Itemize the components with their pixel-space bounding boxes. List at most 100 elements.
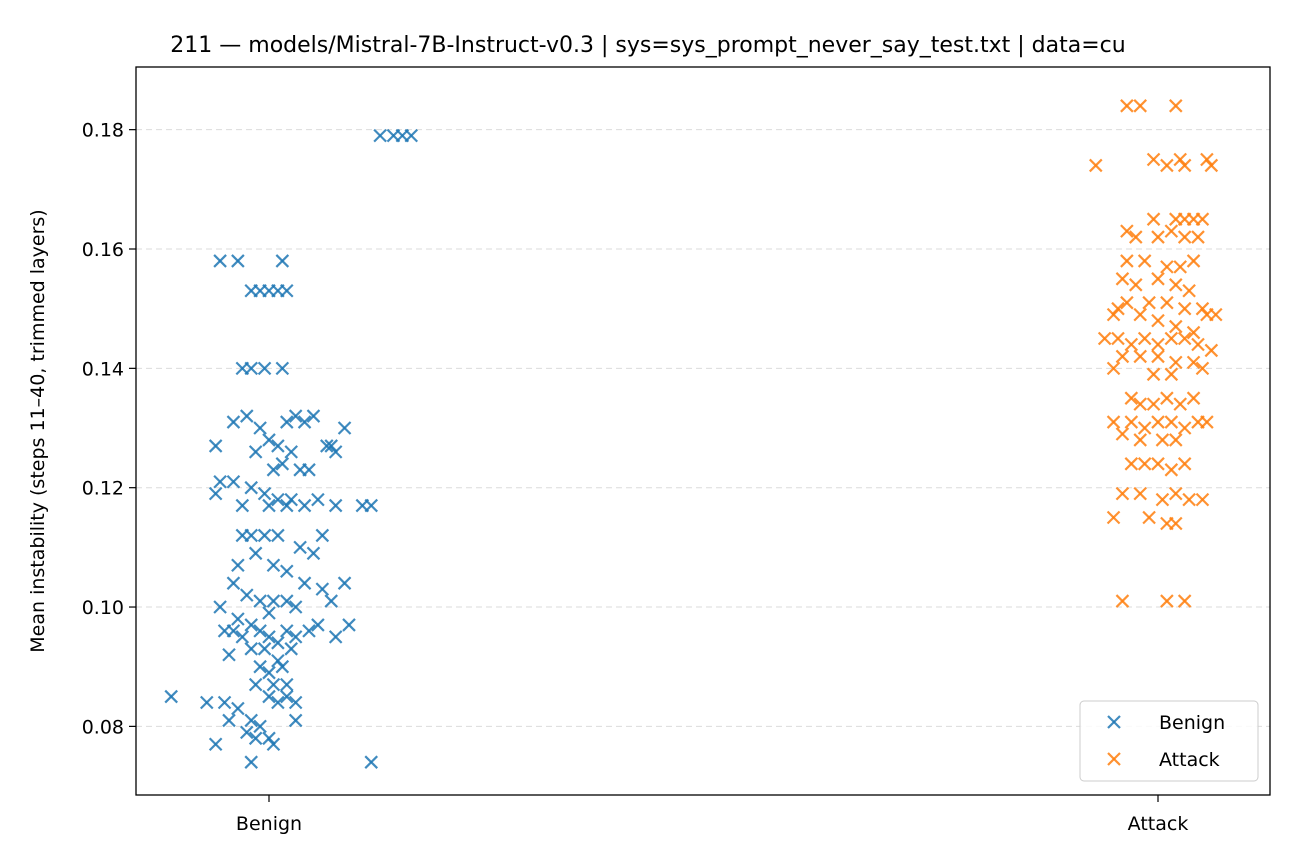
data-point-benign bbox=[280, 498, 294, 513]
x-tick-label: Attack bbox=[1128, 813, 1189, 835]
data-point-benign bbox=[253, 624, 267, 638]
data-point-benign bbox=[280, 594, 294, 608]
data-point-benign bbox=[302, 624, 316, 638]
data-point-attack bbox=[1151, 313, 1165, 328]
data-point-benign bbox=[280, 564, 294, 579]
data-point-benign bbox=[248, 445, 263, 459]
data-point-benign bbox=[266, 677, 281, 692]
data-point-benign bbox=[231, 254, 245, 268]
data-point-attack bbox=[1177, 594, 1192, 608]
y-tick-label: 0.12 bbox=[82, 478, 124, 500]
data-point-benign bbox=[364, 755, 379, 769]
data-point-attack bbox=[1160, 260, 1174, 274]
data-point-benign bbox=[253, 594, 267, 608]
data-point-benign bbox=[222, 713, 236, 728]
data-point-attack bbox=[1160, 391, 1174, 405]
data-point-attack bbox=[1195, 361, 1210, 376]
data-point-benign bbox=[297, 576, 312, 590]
data-point-attack bbox=[1195, 492, 1210, 507]
data-point-attack bbox=[1128, 230, 1143, 244]
data-point-attack bbox=[1186, 325, 1201, 340]
data-point-attack bbox=[1177, 331, 1192, 346]
data-point-benign bbox=[257, 642, 272, 656]
data-point-attack bbox=[1137, 254, 1152, 268]
data-point-benign bbox=[244, 480, 258, 495]
data-point-benign bbox=[275, 457, 290, 471]
data-point-benign bbox=[271, 636, 285, 650]
data-point-benign bbox=[280, 677, 294, 692]
data-point-benign bbox=[271, 439, 285, 453]
data-point-benign bbox=[262, 498, 276, 513]
data-point-benign bbox=[280, 624, 294, 638]
data-point-attack bbox=[1106, 361, 1121, 376]
data-point-attack bbox=[1177, 421, 1192, 435]
data-point-benign bbox=[266, 594, 281, 608]
data-point-benign bbox=[262, 606, 276, 620]
chart-title: 211 — models/Mistral-7B-Instruct-v0.3 | … bbox=[170, 33, 1125, 58]
data-point-attack bbox=[1164, 331, 1179, 346]
data-point-benign bbox=[271, 695, 285, 710]
data-point-attack bbox=[1115, 486, 1130, 501]
data-point-attack bbox=[1146, 367, 1161, 382]
data-point-benign bbox=[164, 689, 178, 704]
data-point-benign bbox=[280, 283, 294, 298]
data-point-benign bbox=[275, 254, 290, 268]
data-point-benign bbox=[226, 415, 241, 429]
data-point-benign bbox=[288, 630, 303, 644]
data-point-benign bbox=[231, 612, 245, 626]
data-point-benign bbox=[404, 128, 419, 143]
data-point-attack bbox=[1160, 295, 1174, 310]
data-point-attack bbox=[1120, 224, 1134, 238]
data-point-benign bbox=[364, 498, 379, 513]
data-point-attack bbox=[1186, 254, 1201, 268]
data-point-benign bbox=[320, 439, 334, 453]
data-point-benign bbox=[231, 558, 245, 573]
data-point-attack bbox=[1124, 391, 1139, 405]
data-point-attack bbox=[1173, 152, 1188, 167]
data-point-benign bbox=[328, 630, 343, 644]
data-point-benign bbox=[213, 474, 227, 489]
data-point-benign bbox=[275, 659, 290, 674]
data-point-attack bbox=[1164, 463, 1179, 477]
data-point-attack bbox=[1164, 415, 1179, 429]
data-point-benign bbox=[239, 588, 254, 602]
data-point-benign bbox=[217, 695, 232, 710]
y-tick-label: 0.18 bbox=[82, 120, 124, 142]
data-point-attack bbox=[1111, 331, 1125, 346]
data-point-attack bbox=[1169, 433, 1183, 447]
data-point-attack bbox=[1133, 349, 1147, 364]
data-point-attack bbox=[1169, 355, 1183, 370]
data-point-attack bbox=[1151, 415, 1165, 429]
data-point-benign bbox=[284, 445, 299, 459]
data-point-benign bbox=[213, 254, 227, 268]
data-point-attack bbox=[1195, 212, 1210, 226]
data-point-benign bbox=[275, 361, 290, 376]
y-tick-label: 0.10 bbox=[82, 597, 124, 619]
data-point-attack bbox=[1164, 224, 1179, 238]
data-point-attack bbox=[1137, 457, 1152, 471]
data-point-benign bbox=[280, 689, 294, 704]
y-tick-label: 0.08 bbox=[82, 716, 124, 738]
data-point-attack bbox=[1115, 349, 1130, 364]
data-point-benign bbox=[244, 361, 258, 376]
data-point-attack bbox=[1106, 510, 1121, 525]
data-point-benign bbox=[315, 582, 330, 596]
data-point-benign bbox=[297, 498, 312, 513]
data-point-benign bbox=[199, 695, 214, 710]
data-point-attack bbox=[1115, 272, 1130, 286]
data-point-benign bbox=[266, 463, 281, 477]
data-point-benign bbox=[244, 642, 258, 656]
data-point-attack bbox=[1151, 337, 1165, 352]
data-point-benign bbox=[288, 600, 303, 614]
data-point-benign bbox=[248, 546, 263, 561]
x-axis-ticks: Benign Attack bbox=[236, 795, 1188, 835]
data-point-attack bbox=[1106, 307, 1121, 322]
data-point-benign bbox=[328, 445, 343, 459]
data-point-benign bbox=[288, 695, 303, 710]
data-point-benign bbox=[226, 576, 241, 590]
data-point-attack bbox=[1133, 486, 1147, 501]
data-point-attack bbox=[1182, 283, 1196, 298]
data-point-benign bbox=[257, 361, 272, 376]
legend-label-attack: Attack bbox=[1159, 749, 1220, 771]
y-tick-label: 0.16 bbox=[82, 239, 124, 261]
